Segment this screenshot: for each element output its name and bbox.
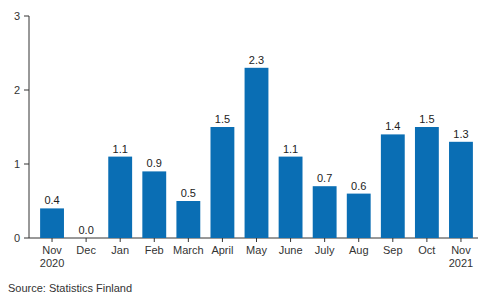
x-tick-label-line: Nov bbox=[42, 244, 62, 256]
bar bbox=[40, 208, 64, 238]
data-label: 0.5 bbox=[181, 187, 196, 199]
x-tick-label-line: 2020 bbox=[40, 257, 64, 269]
y-tick bbox=[24, 238, 29, 239]
x-tick-label: Nov2021 bbox=[449, 244, 473, 269]
bar bbox=[279, 157, 303, 238]
y-tick-label: 3 bbox=[14, 10, 20, 22]
x-tick bbox=[358, 238, 359, 242]
data-label: 0.0 bbox=[78, 224, 93, 236]
x-tick-label-line: June bbox=[279, 244, 303, 256]
data-label: 1.1 bbox=[113, 143, 128, 155]
x-tick bbox=[86, 238, 87, 242]
x-tick-label-line: Dec bbox=[76, 244, 96, 256]
x-tick bbox=[222, 238, 223, 242]
x-tick-label-line: March bbox=[173, 244, 204, 256]
x-tick-label: Oct bbox=[418, 244, 435, 256]
x-tick bbox=[256, 238, 257, 242]
x-tick-label-line: May bbox=[246, 244, 267, 256]
bar bbox=[415, 127, 439, 238]
x-tick bbox=[392, 238, 393, 242]
y-axis bbox=[29, 16, 30, 238]
source: Source: Statistics Finland bbox=[8, 282, 132, 294]
x-tick-label-line: July bbox=[315, 244, 335, 256]
bar bbox=[449, 142, 473, 238]
bar bbox=[210, 127, 234, 238]
x-tick-label-line: Feb bbox=[145, 244, 164, 256]
data-label: 0.9 bbox=[147, 157, 162, 169]
x-tick-label: Nov2020 bbox=[40, 244, 64, 269]
y-tick-label: 2 bbox=[14, 84, 20, 96]
x-tick-label: April bbox=[211, 244, 233, 256]
x-tick-label-line: Aug bbox=[349, 244, 369, 256]
y-tick bbox=[24, 16, 29, 17]
x-tick bbox=[290, 238, 291, 242]
data-label: 2.3 bbox=[249, 54, 264, 66]
data-label: 1.5 bbox=[215, 113, 230, 125]
x-tick bbox=[154, 238, 155, 242]
y-tick bbox=[24, 90, 29, 91]
x-tick bbox=[52, 238, 53, 242]
x-tick-label: Dec bbox=[76, 244, 96, 256]
x-tick-label-line: Nov bbox=[451, 244, 471, 256]
data-label: 0.7 bbox=[317, 172, 332, 184]
x-tick-label-line: 2021 bbox=[449, 257, 473, 269]
data-label: 0.4 bbox=[44, 194, 59, 206]
bar bbox=[108, 157, 132, 238]
x-tick-label: June bbox=[279, 244, 303, 256]
bar bbox=[176, 201, 200, 238]
bar bbox=[381, 134, 405, 238]
y-tick-label: 1 bbox=[14, 158, 20, 170]
y-tick-label: 0 bbox=[14, 232, 20, 244]
bars bbox=[40, 68, 473, 238]
x-tick-label: May bbox=[246, 244, 267, 256]
data-label: 1.3 bbox=[453, 128, 468, 140]
x-tick bbox=[426, 238, 427, 242]
bar bbox=[347, 194, 371, 238]
x-tick bbox=[324, 238, 325, 242]
x-tick-label: Feb bbox=[145, 244, 164, 256]
bar bbox=[245, 68, 269, 238]
x-tick bbox=[460, 238, 461, 242]
x-tick-label: March bbox=[173, 244, 204, 256]
bar bbox=[313, 186, 337, 238]
x-tick-label-line: Jan bbox=[111, 244, 129, 256]
x-tick-label: July bbox=[315, 244, 335, 256]
y-tick bbox=[24, 164, 29, 165]
x-tick-label-line: Sep bbox=[383, 244, 403, 256]
bar bbox=[142, 171, 166, 238]
data-label: 1.5 bbox=[419, 113, 434, 125]
x-tick bbox=[188, 238, 189, 242]
x-tick-label: Jan bbox=[111, 244, 129, 256]
x-tick-label: Aug bbox=[349, 244, 369, 256]
chart: 01230.4Nov20200.0Dec1.1Jan0.9Feb0.5March… bbox=[0, 0, 493, 304]
x-tick-label-line: Oct bbox=[418, 244, 435, 256]
data-label: 0.6 bbox=[351, 180, 366, 192]
data-label: 1.4 bbox=[385, 120, 400, 132]
bar bbox=[74, 238, 98, 239]
x-tick-label-line: April bbox=[211, 244, 233, 256]
x-tick-label: Sep bbox=[383, 244, 403, 256]
x-tick bbox=[120, 238, 121, 242]
data-label: 1.1 bbox=[283, 143, 298, 155]
